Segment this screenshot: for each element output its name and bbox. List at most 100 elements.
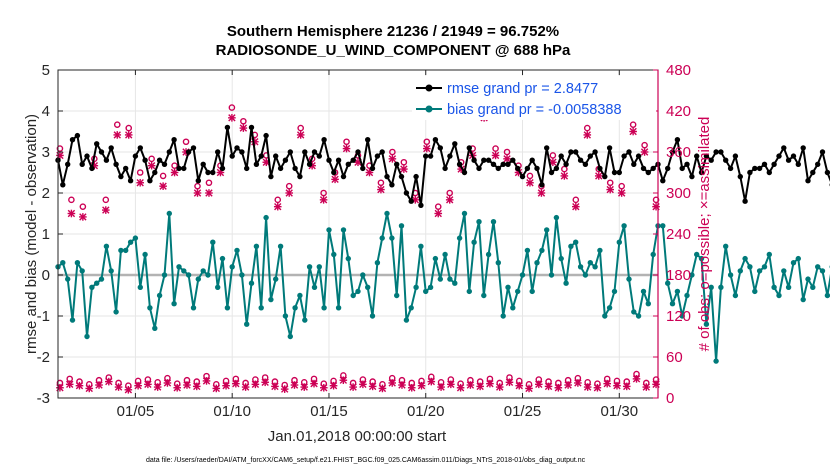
rmse-point: [611, 169, 618, 176]
obs-low-assimilated-point: [564, 381, 572, 389]
obs-assimilated-point: [583, 131, 592, 139]
y-left-tick-label: 5: [42, 62, 50, 79]
rmse-point: [287, 149, 293, 155]
obs-low-assimilated-point: [75, 381, 84, 390]
obs-low-assimilated-point: [427, 377, 436, 386]
bias-point: [442, 251, 448, 258]
bias-point: [263, 214, 269, 221]
obs-assimilated-point: [377, 185, 385, 194]
rmse-point: [229, 153, 235, 159]
rmse-point: [544, 145, 550, 151]
bias-point: [539, 247, 545, 254]
rmse-point: [752, 165, 758, 172]
obs-assimilated-point: [594, 172, 603, 180]
bias-point: [403, 317, 410, 323]
bias-point: [389, 235, 395, 241]
rmse-point: [519, 173, 526, 180]
obs-assimilated-point: [331, 175, 339, 184]
bias-point: [432, 255, 439, 262]
rmse-point: [732, 153, 739, 159]
rmse-point: [137, 145, 143, 151]
rmse-point: [718, 149, 724, 155]
rmse-point: [824, 169, 830, 176]
obs-possible-point: [228, 104, 236, 111]
rmse-point: [490, 161, 497, 167]
obs-possible-point: [171, 162, 178, 169]
obs-possible-point: [125, 124, 133, 132]
bias-point: [273, 276, 279, 282]
x-tick-label: 01/15: [310, 403, 348, 420]
bias-point: [684, 292, 690, 299]
rmse-point: [665, 165, 671, 172]
bias-point: [456, 235, 463, 241]
bias-point: [302, 317, 308, 323]
bias-point: [224, 305, 231, 311]
bias-point: [805, 276, 811, 282]
bias-line: [57, 212, 830, 363]
bias-point: [626, 276, 632, 282]
obs-possible-point: [102, 196, 110, 204]
obs-assimilated-point: [136, 178, 144, 187]
obs-low-assimilated-point: [534, 380, 543, 389]
rmse-point: [539, 182, 545, 188]
bias-point: [244, 321, 250, 327]
obs-assimilated-point: [526, 178, 534, 187]
obs-possible-point: [606, 179, 614, 187]
rmse-point: [113, 161, 119, 167]
rmse-point: [350, 157, 356, 163]
y-left-tick-label: 3: [42, 144, 50, 161]
obs-possible-point: [377, 179, 385, 187]
legend-rmse-label: rmse grand pr = 2.8477: [447, 81, 598, 97]
rmse-point: [602, 173, 608, 180]
rmse-point: [727, 165, 734, 172]
bias-point: [529, 288, 535, 295]
bias-point: [89, 284, 95, 290]
obs-low-assimilated-point: [505, 378, 514, 387]
bias-point: [582, 272, 589, 278]
rmse-point: [592, 149, 598, 155]
rmse-point: [529, 157, 535, 163]
rmse-point: [161, 161, 168, 167]
rmse-point: [389, 182, 395, 188]
obs-assimilated-point: [101, 206, 110, 214]
obs-assimilated-point: [617, 189, 626, 197]
bias-point: [660, 223, 666, 229]
rmse-point: [60, 182, 66, 188]
obs-low-assimilated-point: [652, 380, 660, 389]
obs-low-assimilated-point: [222, 381, 230, 390]
rmse-point: [558, 153, 564, 159]
rmse-point: [461, 169, 468, 176]
rmse-point: [761, 161, 768, 167]
obs-possible-point: [56, 145, 64, 152]
bias-point: [268, 296, 274, 303]
rmse-point: [374, 153, 381, 159]
bias-point: [311, 284, 318, 290]
bias-point: [94, 280, 100, 286]
rmse-point: [176, 165, 182, 172]
obs-low-assimilated-point: [95, 381, 103, 389]
rmse-point: [485, 157, 492, 163]
obs-assimilated-point: [170, 168, 179, 177]
rmse-point: [669, 149, 676, 155]
obs-low-assimilated-point: [310, 379, 318, 388]
rmse-point: [219, 165, 226, 172]
bias-point: [577, 264, 584, 270]
rmse-point: [65, 161, 71, 167]
rmse-point: [384, 173, 390, 180]
obs-assimilated-point: [629, 127, 637, 136]
obs-assimilated-point: [273, 202, 282, 211]
obs-assimilated-point: [388, 155, 397, 163]
obs-low-assimilated-point: [603, 379, 612, 388]
rmse-point: [452, 141, 458, 147]
rmse-point: [123, 165, 129, 172]
rmse-point: [306, 161, 313, 167]
bias-point: [79, 268, 85, 274]
bias-point: [703, 321, 710, 327]
bias-point: [723, 243, 729, 249]
rmse-point: [282, 157, 289, 163]
bias-point: [476, 219, 482, 225]
rmse-point: [713, 149, 719, 155]
obs-possible-point: [136, 169, 144, 176]
rmse-point: [481, 157, 487, 163]
bias-point: [156, 292, 163, 299]
